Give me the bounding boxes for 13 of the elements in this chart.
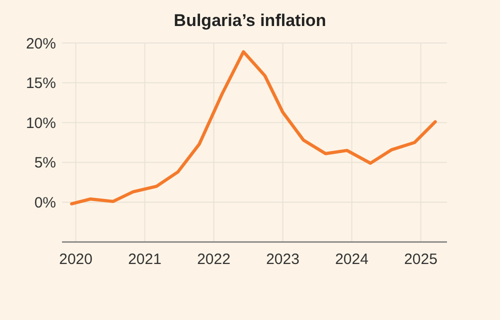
y-tick-label: 0% bbox=[34, 194, 56, 212]
y-tick-label: 10% bbox=[26, 114, 56, 132]
x-tick-label: 2024 bbox=[335, 251, 368, 268]
line-series bbox=[70, 50, 437, 206]
y-tick-label: 5% bbox=[34, 154, 56, 172]
chart-title: Bulgaria’s inflation bbox=[174, 11, 326, 30]
y-tick-label: 15% bbox=[26, 75, 56, 92]
x-tick-label: 2023 bbox=[266, 251, 300, 268]
x-tick-label: 2025 bbox=[404, 251, 438, 268]
x-tick-label: 2020 bbox=[59, 251, 92, 268]
y-tick-label: 20% bbox=[26, 35, 56, 52]
x-tick-label: 2022 bbox=[197, 251, 230, 268]
x-tick-label: 2021 bbox=[128, 251, 162, 268]
